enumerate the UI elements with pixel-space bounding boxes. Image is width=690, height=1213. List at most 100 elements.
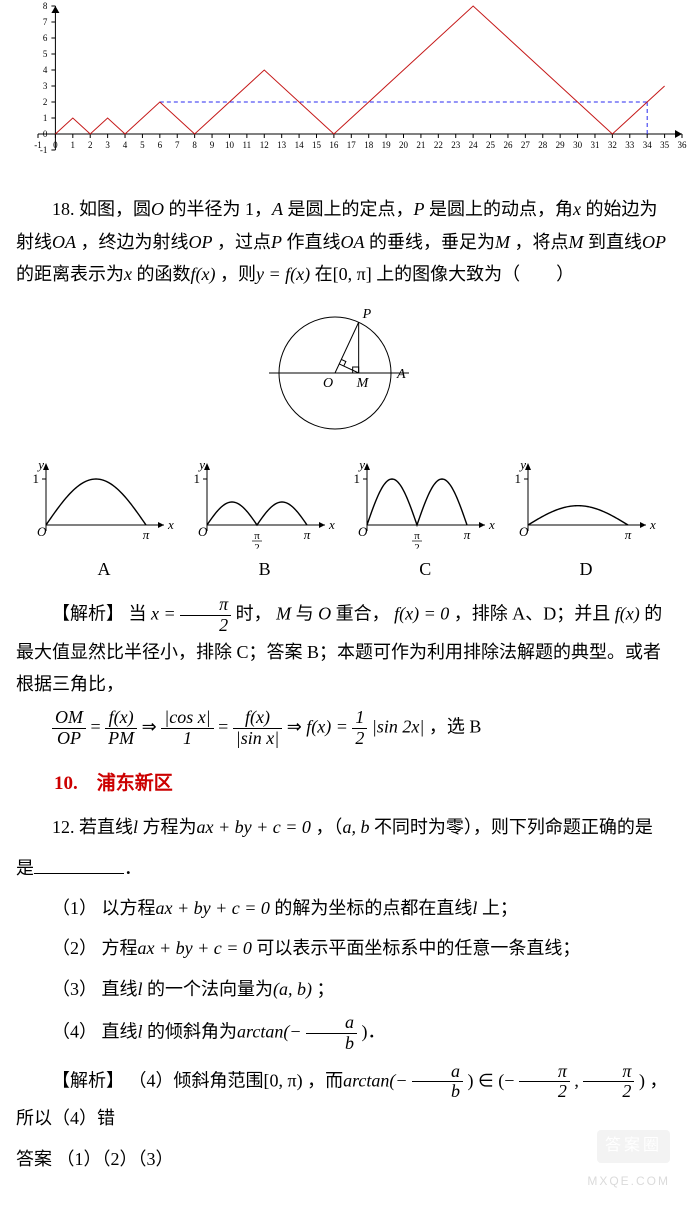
watermark-box: 答案圈 [597, 1130, 670, 1163]
svg-text:16: 16 [329, 140, 339, 150]
svg-text:O: O [198, 524, 208, 539]
svg-text:1: 1 [71, 140, 76, 150]
answer-blank [34, 855, 124, 874]
svg-text:18: 18 [364, 140, 374, 150]
svg-text:π: π [464, 527, 471, 542]
option-A: Oxy1π A [24, 459, 184, 585]
svg-text:20: 20 [399, 140, 409, 150]
svg-text:x: x [488, 517, 495, 532]
svg-text:π: π [415, 530, 421, 542]
svg-text:π: π [625, 527, 632, 542]
q12-answer: 答案 （1）（2）（3） [16, 1143, 674, 1175]
q12-item3: （3） 直线l 的一个法向量为(a, b) ； [16, 973, 674, 1005]
svg-text:3: 3 [105, 140, 110, 150]
svg-text:17: 17 [347, 140, 357, 150]
svg-text:21: 21 [416, 140, 425, 150]
svg-text:26: 26 [503, 140, 513, 150]
svg-text:O: O [37, 524, 47, 539]
q18-solution: 【解析】 当 x = π2 时， M 与 O 重合， f(x) = 0 ，排除 … [16, 595, 674, 700]
svg-text:29: 29 [556, 140, 566, 150]
q18-number: 18. [52, 199, 75, 219]
svg-text:2: 2 [43, 97, 48, 107]
svg-text:1: 1 [514, 471, 521, 486]
svg-text:2: 2 [254, 542, 260, 549]
svg-text:11: 11 [243, 140, 252, 150]
svg-text:1: 1 [33, 471, 40, 486]
svg-text:1: 1 [354, 471, 361, 486]
svg-text:A: A [396, 367, 406, 382]
q12-item2: （2） 方程ax + by + c = 0 可以表示平面坐标系中的任意一条直线； [16, 932, 674, 964]
label-C: C [345, 553, 505, 585]
svg-text:O: O [519, 524, 529, 539]
watermark: 答案圈 MXQE.COM [587, 1128, 670, 1195]
q12-blank-line: 是． [16, 852, 674, 884]
svg-text:π: π [143, 527, 150, 542]
label-B: B [185, 553, 345, 585]
solution-tag: 【解析】 [52, 603, 124, 623]
svg-text:1: 1 [193, 471, 200, 486]
svg-text:35: 35 [660, 140, 670, 150]
svg-text:0: 0 [43, 129, 48, 139]
q18-chain: OMOP = f(x)PM ⇒ |cos x|1 = f(x)|sin x| ⇒… [16, 708, 674, 749]
svg-text:7: 7 [43, 17, 48, 27]
svg-text:0: 0 [53, 140, 58, 150]
svg-text:5: 5 [43, 49, 48, 59]
svg-text:6: 6 [158, 140, 163, 150]
q18-circle-diagram: P O M A [16, 301, 674, 441]
q12-item1: （1） 以方程ax + by + c = 0 的解为坐标的点都在直线l 上； [16, 892, 674, 924]
svg-text:23: 23 [451, 140, 461, 150]
svg-text:10: 10 [225, 140, 235, 150]
svg-text:x: x [167, 517, 174, 532]
label-A: A [24, 553, 184, 585]
label-D: D [506, 553, 666, 585]
svg-text:22: 22 [434, 140, 443, 150]
svg-text:π: π [254, 530, 260, 542]
svg-text:8: 8 [192, 140, 197, 150]
svg-text:14: 14 [295, 140, 305, 150]
svg-text:33: 33 [625, 140, 635, 150]
svg-text:O: O [323, 376, 333, 391]
svg-text:13: 13 [277, 140, 287, 150]
svg-text:36: 36 [678, 140, 688, 150]
svg-text:M: M [356, 376, 370, 391]
q12-item4: （4） 直线l 的倾斜角为arctan(− ab )． [16, 1013, 674, 1054]
svg-text:P: P [362, 307, 372, 322]
q12-stem: 12. 若直线l 方程为ax + by + c = 0 ，（a, b 不同时为零… [16, 811, 674, 843]
svg-text:34: 34 [643, 140, 653, 150]
svg-text:3: 3 [43, 81, 48, 91]
svg-text:1: 1 [43, 113, 48, 123]
svg-text:4: 4 [43, 65, 48, 75]
svg-text:8: 8 [43, 1, 48, 11]
q18-options: Oxy1π A Oxy1ππ2 B Oxy1ππ2 C Oxy1π D [16, 459, 674, 585]
svg-text:π: π [303, 527, 310, 542]
section-10-title: 10. 浦东新区 [16, 767, 674, 801]
svg-text:x: x [649, 517, 656, 532]
svg-text:5: 5 [140, 140, 145, 150]
option-B: Oxy1ππ2 B [185, 459, 345, 585]
svg-text:O: O [358, 524, 368, 539]
option-C: Oxy1ππ2 C [345, 459, 505, 585]
svg-text:2: 2 [415, 542, 421, 549]
svg-text:4: 4 [123, 140, 128, 150]
svg-text:19: 19 [382, 140, 392, 150]
top-line-chart: -101234567891011121314151617181920212223… [0, 0, 690, 175]
q18-stem: 18. 如图，圆O 的半径为 1，A 是圆上的定点，P 是圆上的动点，角x 的始… [16, 193, 674, 290]
svg-text:31: 31 [590, 140, 599, 150]
solution-tag: 【解析】 [52, 1070, 124, 1090]
svg-text:9: 9 [210, 140, 215, 150]
svg-text:32: 32 [608, 140, 617, 150]
svg-text:28: 28 [538, 140, 548, 150]
svg-text:15: 15 [312, 140, 322, 150]
svg-text:30: 30 [573, 140, 583, 150]
svg-text:12: 12 [260, 140, 269, 150]
svg-text:6: 6 [43, 33, 48, 43]
svg-text:24: 24 [469, 140, 479, 150]
q12-number: 12. [52, 817, 75, 837]
option-D: Oxy1π D [506, 459, 666, 585]
svg-text:25: 25 [486, 140, 496, 150]
watermark-url: MXQE.COM [587, 1174, 670, 1188]
svg-text:-1: -1 [40, 145, 48, 155]
svg-text:x: x [328, 517, 335, 532]
svg-text:27: 27 [521, 140, 531, 150]
svg-text:7: 7 [175, 140, 180, 150]
